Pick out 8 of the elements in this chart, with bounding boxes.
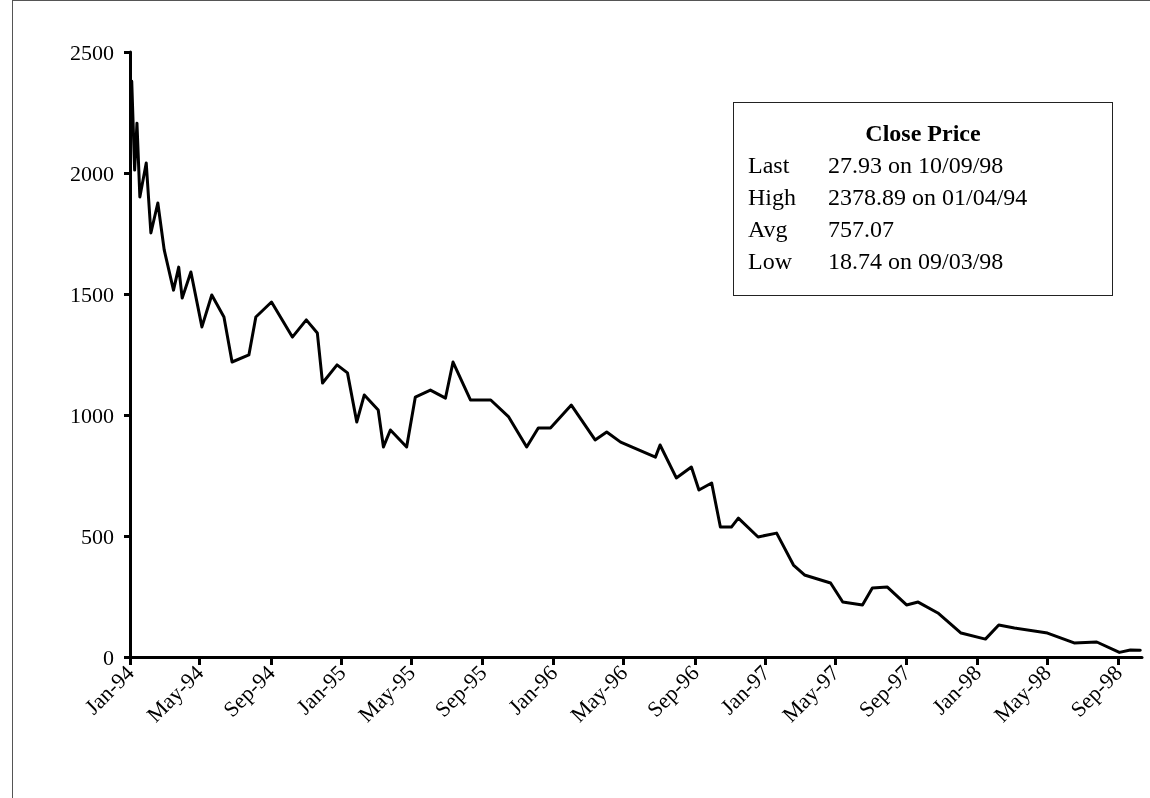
annotation: Close Price	[864, 119, 982, 148]
y-tick-label: 500	[81, 523, 114, 549]
y-tick-label: 1500	[70, 281, 114, 307]
y-tick-label: 2500	[70, 39, 114, 65]
y-tick-label: 0	[103, 644, 114, 670]
y-tick-label: 2000	[70, 160, 114, 186]
y-tick-label: 1000	[70, 402, 114, 428]
note-box: Close Price Last 27.93 on 10/09/98 High 2378.89 on 01/04/94 Avg 757.07 Low 18.74 on 09/03/98	[733, 102, 1113, 296]
